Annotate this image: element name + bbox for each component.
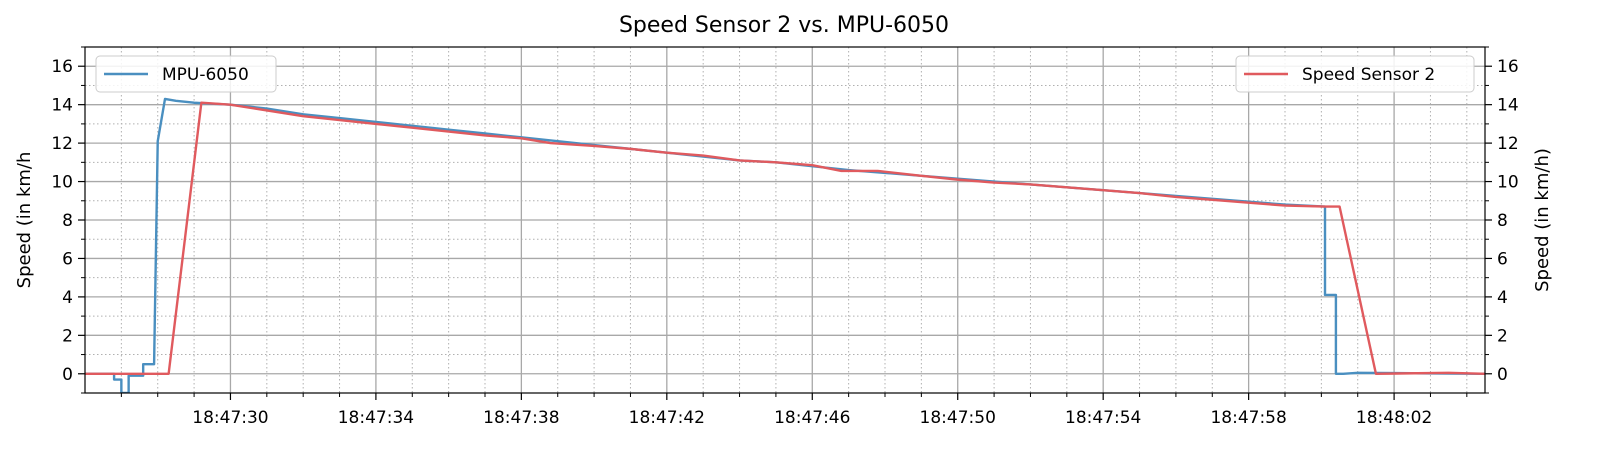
legend-mpu-label: MPU-6050 <box>162 65 249 85</box>
y-tick-label-right: 16 <box>1497 57 1519 77</box>
grid <box>85 46 1485 394</box>
x-tick-label: 18:47:30 <box>192 408 268 428</box>
ticks: 18:47:30 18:47:34 18:47:38 18:47:42 18:47:46… <box>51 46 1519 428</box>
y-tick-label-left: 0 <box>62 365 73 385</box>
legend-right-box <box>1235 55 1475 93</box>
x-tick-label: 18:47:34 <box>338 408 414 428</box>
y-tick-label-right: 6 <box>1497 249 1508 269</box>
y-tick-label-right: 14 <box>1497 96 1519 116</box>
legend-right: Speed Sensor 2 <box>1235 55 1475 93</box>
x-tick-label: 18:47:42 <box>629 408 705 428</box>
legend-left: MPU-6050 <box>95 55 277 93</box>
x-tick-label: 18:47:58 <box>1210 408 1286 428</box>
y-tick-label-left: 6 <box>62 249 73 269</box>
y-tick-label-right: 2 <box>1497 326 1508 346</box>
x-tick-label: 18:47:54 <box>1065 408 1141 428</box>
legend-speed-sensor-label: Speed Sensor 2 <box>1302 65 1435 85</box>
y-axis-label-right: Speed (in km/h) <box>1532 148 1553 292</box>
y-tick-label-left: 16 <box>51 57 73 77</box>
y-tick-label-right: 0 <box>1497 365 1508 385</box>
y-tick-label-left: 14 <box>51 96 73 116</box>
chart-title: Speed Sensor 2 vs. MPU-6050 <box>619 13 949 38</box>
y-tick-label-left: 4 <box>62 288 73 308</box>
y-tick-label-right: 12 <box>1497 134 1519 154</box>
series-line-speed-sensor-2 <box>85 101 1485 375</box>
y-tick-label-right: 4 <box>1497 288 1508 308</box>
y-tick-label-left: 12 <box>51 134 73 154</box>
y-tick-label-left: 2 <box>62 326 73 346</box>
y-tick-label-left: 10 <box>51 173 73 193</box>
x-tick-label: 18:47:50 <box>920 408 996 428</box>
x-tick-label: 18:47:46 <box>774 408 850 428</box>
legend-left-box <box>95 55 277 93</box>
y-axis-label-left: Speed (in km/h <box>14 152 35 289</box>
x-tick-label: 18:47:38 <box>483 408 559 428</box>
y-tick-label-right: 8 <box>1497 211 1508 231</box>
y-tick-label-left: 8 <box>62 211 73 231</box>
series-layer <box>85 97 1485 393</box>
x-tick-label: 18:48:02 <box>1356 408 1432 428</box>
y-tick-label-right: 10 <box>1497 173 1519 193</box>
